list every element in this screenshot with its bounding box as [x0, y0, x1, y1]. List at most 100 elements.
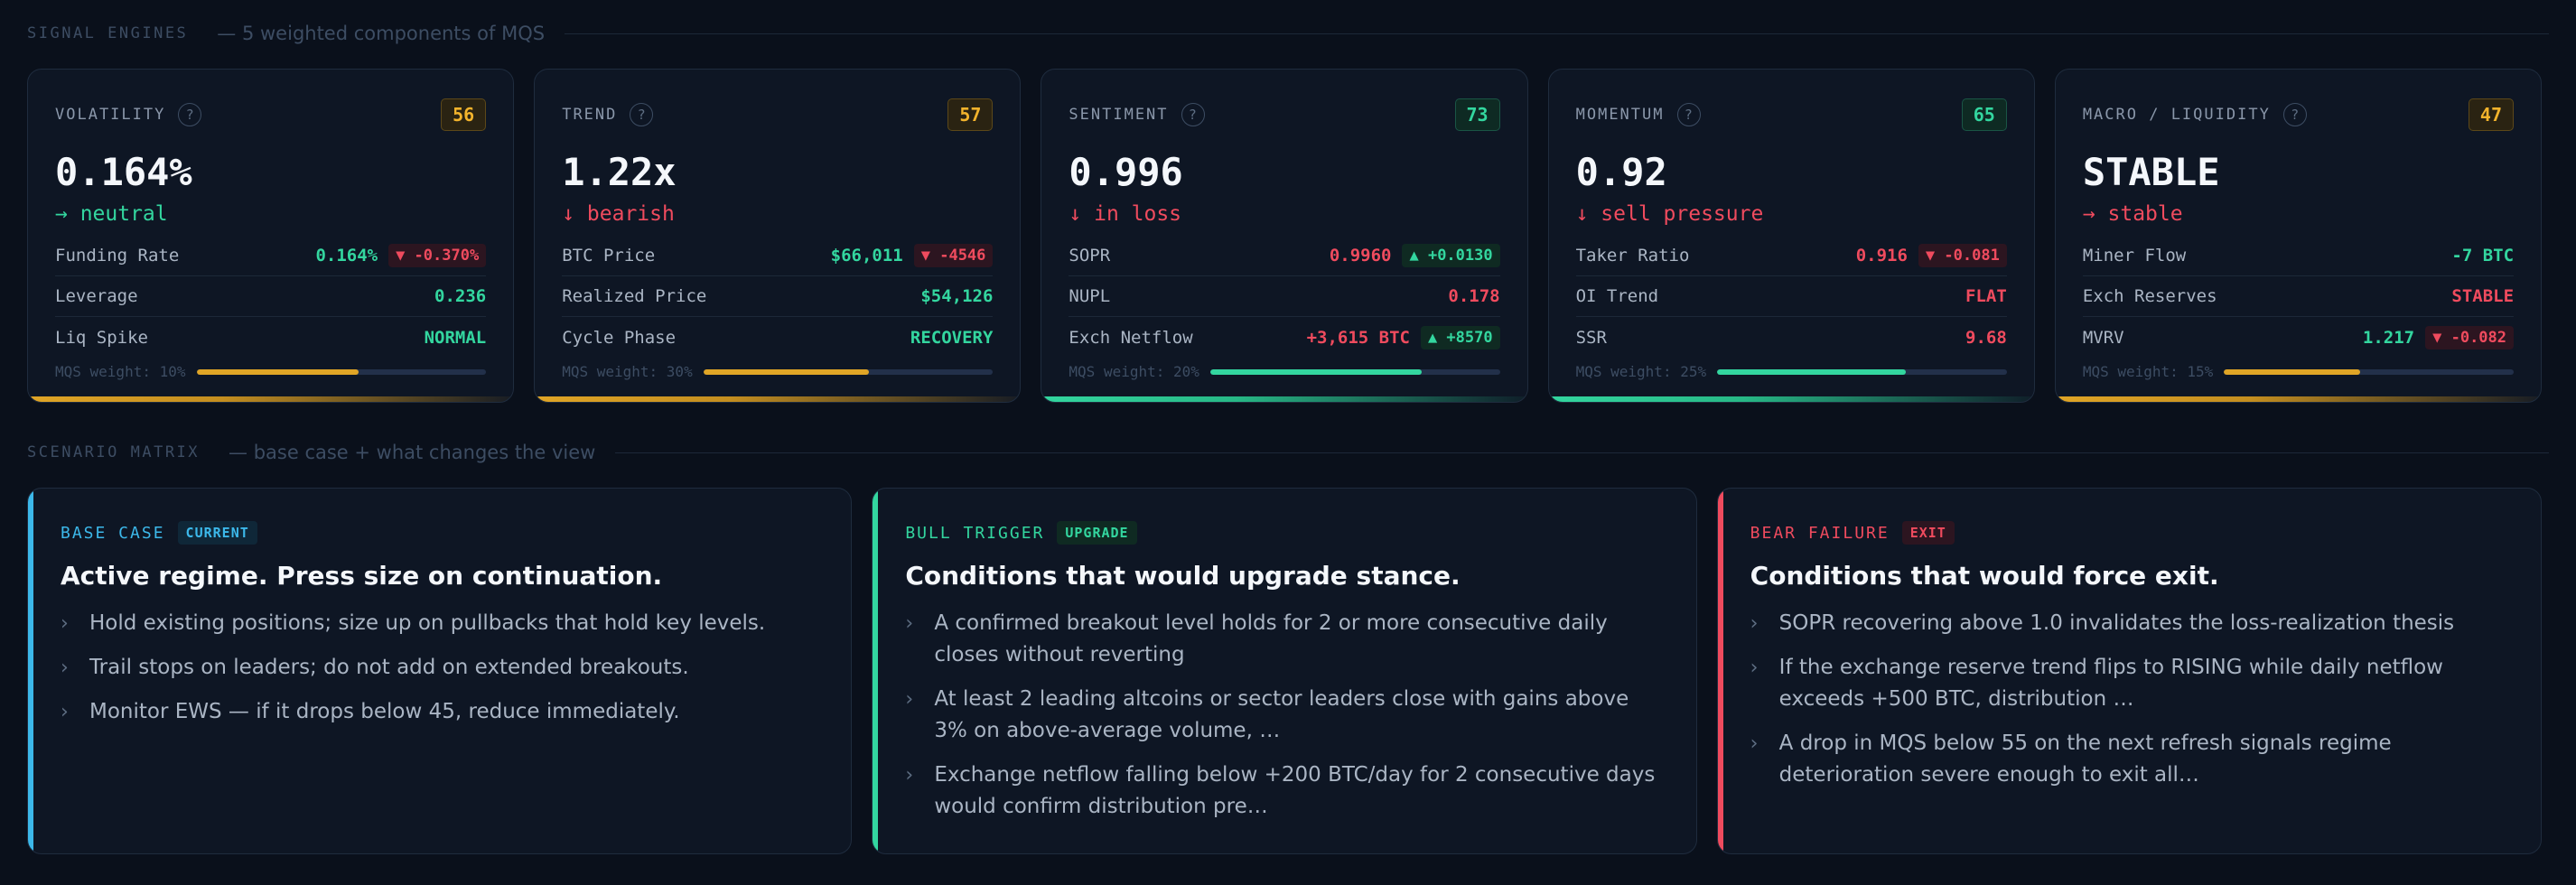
metric-value: 0.178	[1448, 286, 1500, 306]
scenario-header: BEAR FAILURE EXIT	[1750, 519, 2508, 546]
chevron-right-icon: ›	[1750, 612, 1759, 635]
question-mark-icon[interactable]: ?	[1676, 103, 1701, 126]
scenario-cards: BASE CASE CURRENT Active regime. Press siz…	[27, 488, 2542, 854]
scenario-matrix-header: SCENARIO MATRIX — base case + what chang…	[27, 440, 2549, 465]
mqs-weight: MQS weight: 15%	[2082, 363, 2515, 380]
scenario-bullets: › Hold existing positions; size up on pul…	[61, 608, 818, 728]
engine-title: TREND	[562, 106, 618, 124]
metric-value-group: 0.236	[434, 286, 486, 306]
metric-row: Miner Flow -7 BTC	[2082, 236, 2515, 276]
metric-value-group: NORMAL	[425, 328, 487, 348]
engine-card-momentum: MOMENTUM? 65 0.92 ↓ sell pressure Taker Rati…	[1547, 69, 2035, 403]
engine-card-volatility: VOLATILITY? 56 0.164% → neutral Funding Rate…	[27, 69, 515, 403]
card-title: MACRO / LIQUIDITY?	[2083, 103, 2307, 126]
delta-chip: ▲ +0.0130	[1402, 244, 1500, 267]
scenario-tag: CURRENT	[177, 521, 257, 545]
list-item: › Hold existing positions; size up on pul…	[61, 608, 818, 639]
direction-label: → stable	[2082, 202, 2183, 226]
question-mark-icon[interactable]: ?	[2282, 103, 2307, 126]
metric-row: BTC Price $66,011 ▼ -4546	[562, 236, 994, 276]
card-glow	[28, 396, 514, 402]
primary-value: 0.92	[1575, 150, 1667, 194]
metric-label: SSR	[1575, 327, 1607, 348]
divider	[615, 452, 2549, 453]
metric-value: 0.9960	[1329, 246, 1392, 266]
chevron-right-icon: ›	[1750, 657, 1759, 679]
list-item: › Trail stops on leaders; do not add on e…	[61, 652, 818, 684]
scenario-header: BULL TRIGGER UPGRADE	[905, 519, 1663, 546]
metric-value-group: 1.217 ▼ -0.082	[2363, 325, 2515, 349]
primary-value: STABLE	[2082, 150, 2220, 194]
metric-label: SOPR	[1069, 246, 1111, 266]
section-label: SCENARIO MATRIX	[27, 443, 201, 461]
card-header: TREND? 57	[562, 97, 994, 133]
metric-label: Miner Flow	[2082, 246, 2187, 266]
metric-row: Cycle Phase RECOVERY	[562, 317, 993, 358]
engine-title: VOLATILITY	[55, 106, 166, 124]
list-item: › If the exchange reserve trend flips to …	[1750, 652, 2508, 715]
chevron-right-icon: ›	[61, 657, 69, 679]
engine-card-sentiment: SENTIMENT? 73 0.996 ↓ in loss SOPR 0.9960 ▲ +0…	[1041, 69, 1528, 403]
accent-bar	[1717, 489, 1723, 853]
signal-engine-cards: VOLATILITY? 56 0.164% → neutral Funding Rate…	[27, 69, 2543, 403]
chevron-right-icon: ›	[905, 764, 914, 787]
weight-bar-fill	[703, 368, 869, 375]
accent-bar	[28, 489, 33, 853]
chevron-right-icon: ›	[1750, 732, 1759, 755]
chevron-right-icon: ›	[905, 688, 914, 711]
scenario-tag: UPGRADE	[1057, 521, 1137, 545]
bullet-text: SOPR recovering above 1.0 invalidates th…	[1778, 611, 2455, 635]
card-glow	[2055, 396, 2542, 402]
metric-row: OI Trend FLAT	[1575, 276, 2007, 317]
bullet-text: Trail stops on leaders; do not add on ex…	[89, 656, 689, 679]
weight-bar	[1717, 368, 2007, 375]
scenario-title: Conditions that would force exit.	[1750, 561, 2219, 591]
bullet-text: If the exchange reserve trend flips to R…	[1778, 656, 2443, 711]
weight-bar-fill	[196, 368, 359, 375]
primary-value: 0.996	[1069, 150, 1183, 194]
metric-value-group: 0.164% ▼ -0.370%	[315, 244, 487, 267]
list-item: › At least 2 leading altcoins or sector l…	[905, 684, 1663, 747]
metric-value-group: 0.9960 ▲ +0.0130	[1330, 244, 1500, 267]
weight-bar-fill	[1717, 368, 1906, 375]
card-title: VOLATILITY?	[55, 103, 202, 126]
metric-value: -7 BTC	[2451, 246, 2515, 266]
metric-value-group: 0.916 ▼ -0.081	[1856, 244, 2007, 267]
metric-label: Cycle Phase	[562, 327, 677, 348]
question-mark-icon[interactable]: ?	[630, 103, 654, 126]
list-item: › SOPR recovering above 1.0 invalidates t…	[1750, 608, 2508, 639]
metric-rows: Funding Rate 0.164% ▼ -0.370% Leverage 0.236…	[55, 236, 487, 358]
mqs-weight: MQS weight: 20%	[1069, 363, 1500, 380]
delta-chip: ▼ -0.081	[1918, 244, 2007, 267]
metric-row: Exch Netflow +3,615 BTC ▲ +8570	[1069, 317, 1500, 358]
delta-chip: ▼ -0.082	[2425, 325, 2515, 349]
card-header: MACRO / LIQUIDITY? 47	[2083, 97, 2515, 133]
scenario-label: BULL TRIGGER	[905, 523, 1045, 543]
engine-title: MOMENTUM	[1575, 106, 1665, 124]
metric-value-group: 0.178	[1448, 286, 1499, 306]
delta-chip: ▼ -4546	[913, 244, 994, 267]
weight-label: MQS weight: 15%	[2082, 363, 2214, 380]
metric-label: OI Trend	[1575, 286, 1659, 306]
metric-label: Exch Netflow	[1069, 327, 1193, 348]
question-mark-icon[interactable]: ?	[178, 103, 202, 126]
scenario-tag: EXIT	[1901, 521, 1955, 545]
score-badge: 73	[1454, 98, 1500, 131]
scenario-label: BEAR FAILURE	[1750, 523, 1890, 543]
direction-label: ↓ in loss	[1069, 202, 1182, 226]
bullet-text: Hold existing positions; size up on pull…	[89, 611, 766, 635]
metric-value: NORMAL	[424, 327, 487, 348]
metric-value: RECOVERY	[910, 327, 994, 348]
list-item: › Monitor EWS — if it drops below 45, red…	[61, 696, 818, 728]
delta-chip: ▼ -0.370%	[388, 244, 487, 267]
primary-value: 0.164%	[55, 150, 192, 194]
metric-rows: Taker Ratio 0.916 ▼ -0.081 OI Trend FLAT SSR 9…	[1575, 236, 2007, 358]
question-mark-icon[interactable]: ?	[1181, 103, 1205, 126]
metric-row: Exch Reserves STABLE	[2082, 276, 2515, 317]
metric-label: Leverage	[55, 286, 138, 306]
metric-value-group: 9.68	[1965, 328, 2007, 348]
metric-value: STABLE	[2451, 286, 2515, 306]
metric-value: 0.916	[1855, 246, 1908, 266]
mqs-weight: MQS weight: 10%	[55, 363, 487, 380]
metric-label: Taker Ratio	[1575, 246, 1690, 266]
